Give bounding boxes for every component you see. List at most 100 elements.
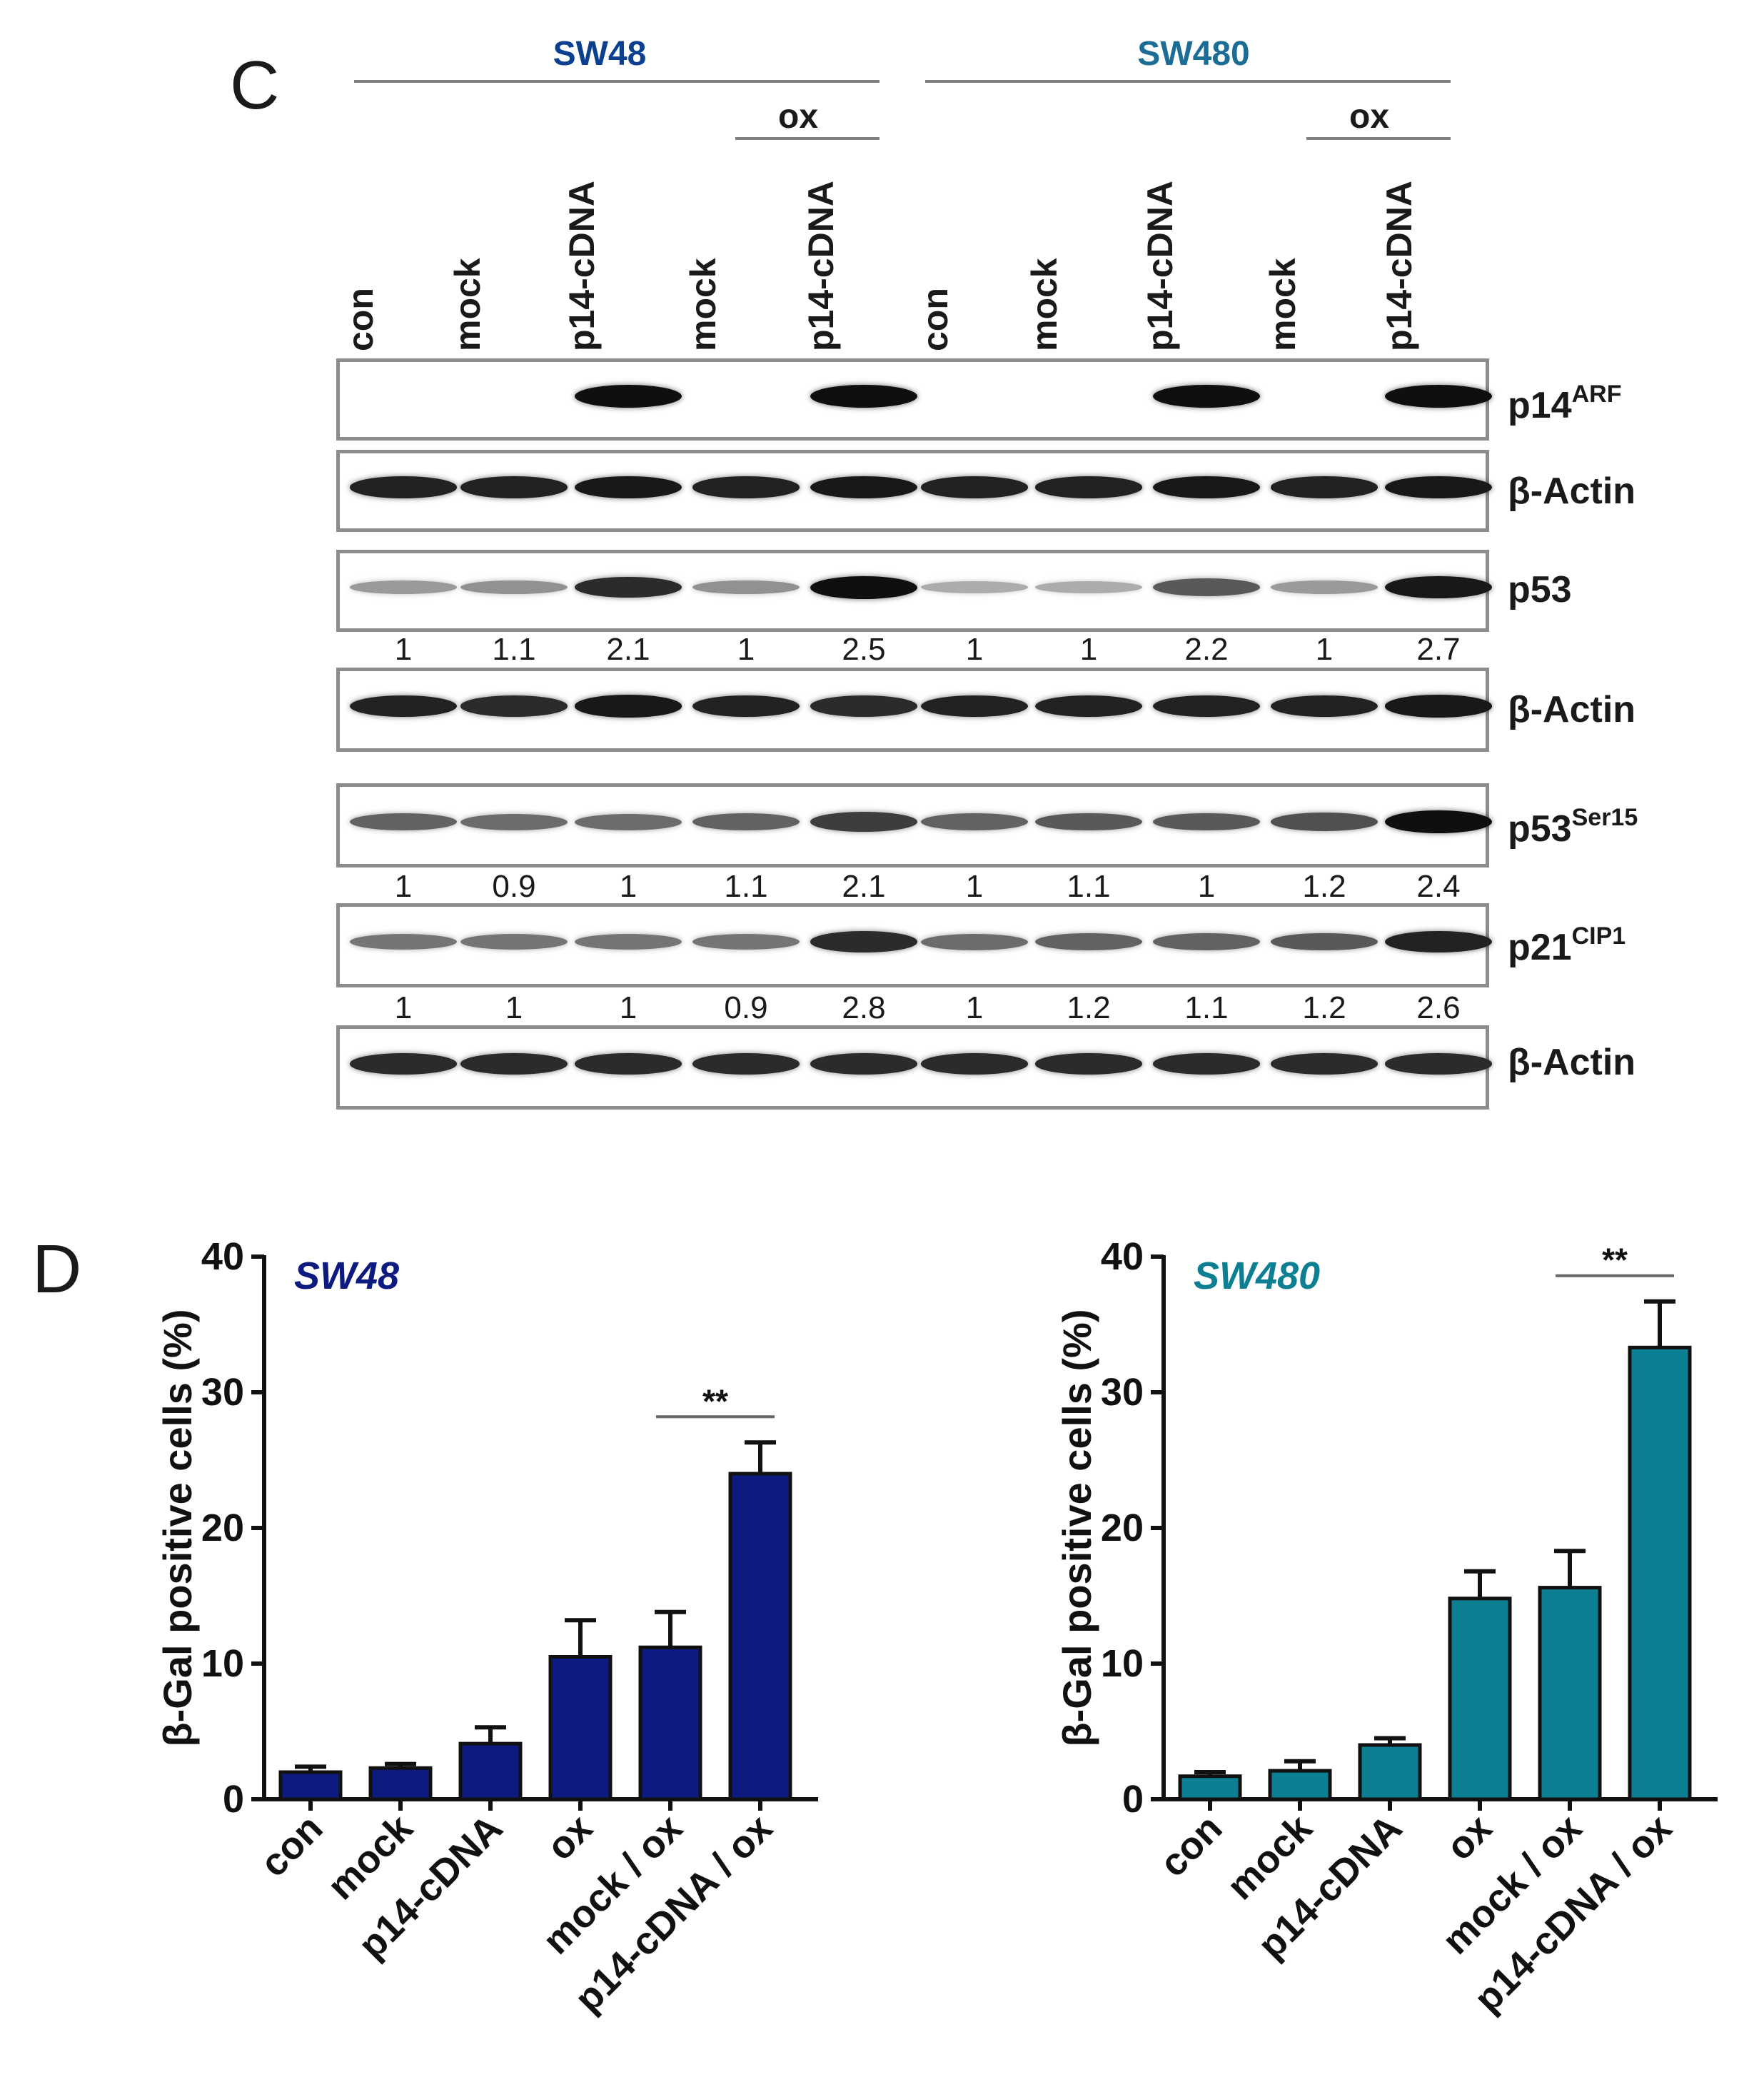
- band-lane-5: [810, 695, 917, 717]
- band-lane-10: [1385, 476, 1492, 499]
- band-lane-5: [810, 1053, 917, 1075]
- y-tick-label: 0: [1122, 1778, 1144, 1821]
- band-lane-8: [1153, 384, 1260, 408]
- y-tick-label: 40: [201, 1235, 244, 1278]
- cell-line-title-sw480: SW480: [1137, 35, 1250, 73]
- bar: [1538, 1586, 1602, 1801]
- quant-value: 1.2: [1302, 869, 1346, 904]
- protein-label-p53: p53: [1508, 569, 1572, 610]
- bar: [638, 1645, 702, 1801]
- quant-value: 1: [619, 869, 637, 904]
- blot-actin-2: [336, 668, 1492, 752]
- quant-value: 1: [965, 632, 984, 667]
- x-tick-label: ox: [538, 1806, 600, 1869]
- bar: [278, 1770, 343, 1801]
- quant-value: 2.1: [842, 869, 886, 904]
- protein-label-actin-1: β-Actin: [1508, 471, 1636, 512]
- ox-line-sw480: [1306, 137, 1451, 140]
- band-lane-10: [1385, 695, 1492, 718]
- quant-value: 1: [737, 632, 755, 667]
- bar: [368, 1766, 433, 1801]
- quant-value: 0.9: [724, 990, 768, 1025]
- band-lane-7: [1035, 581, 1142, 593]
- lane-label: p14-cDNA: [801, 181, 841, 351]
- bar: [1268, 1769, 1332, 1801]
- band-lane-1: [350, 580, 457, 594]
- quant-value: 2.7: [1416, 632, 1461, 667]
- quant-value: 1: [619, 990, 637, 1025]
- ox-label-sw480: ox: [1349, 98, 1390, 136]
- x-tick-label: ox: [1438, 1806, 1500, 1869]
- band-lane-6: [921, 1053, 1028, 1075]
- panel-d-letter: D: [32, 1231, 82, 1307]
- band-lane-7: [1035, 476, 1142, 498]
- blot-actin-1: [336, 450, 1492, 532]
- blot-actin-3: [336, 1025, 1492, 1110]
- band-lane-2: [460, 695, 568, 717]
- band-lane-5: [810, 384, 917, 408]
- quant-value: 1: [505, 990, 523, 1025]
- protein-label-actin-2: β-Actin: [1508, 689, 1636, 730]
- band-lane-4: [692, 813, 800, 830]
- band-lane-7: [1035, 695, 1142, 718]
- blot-p21cip1: [336, 903, 1492, 987]
- band-lane-1: [350, 476, 457, 498]
- band-lane-3: [575, 695, 682, 718]
- band-lane-3: [575, 576, 682, 598]
- band-lane-9: [1271, 476, 1378, 498]
- bar: [1358, 1743, 1422, 1801]
- ox-line-sw48: [735, 137, 880, 140]
- bar: [1628, 1345, 1692, 1801]
- lane-label: mock: [1263, 258, 1303, 351]
- quant-value: 1.1: [1184, 990, 1229, 1025]
- blot-p14arf: [336, 358, 1492, 441]
- ox-label-sw48: ox: [778, 98, 819, 136]
- band-lane-6: [921, 813, 1028, 830]
- cell-line-title-sw48: SW48: [553, 35, 647, 73]
- band-lane-4: [692, 1053, 800, 1075]
- band-lane-3: [575, 1053, 682, 1075]
- bar-chart-sw480: 0 10 20 30 40β-Gal positive cells (%) SW480 co…: [1054, 1235, 1718, 2021]
- band-lane-8: [1153, 933, 1260, 950]
- quant-value: 2.2: [1184, 632, 1229, 667]
- y-axis-label: β-Gal positive cells (%): [155, 1309, 200, 1746]
- significance-label: **: [1602, 1242, 1628, 1279]
- band-lane-10: [1385, 810, 1492, 833]
- band-lane-1: [350, 1053, 457, 1075]
- band-lane-10: [1385, 1053, 1492, 1075]
- band-lane-7: [1035, 933, 1142, 950]
- quant-value: 1: [965, 990, 984, 1025]
- band-lane-8: [1153, 813, 1260, 831]
- quant-value: 1.1: [724, 869, 768, 904]
- lane-label: p14-cDNA: [1379, 181, 1419, 351]
- band-lane-3: [575, 384, 682, 408]
- band-lane-6: [921, 581, 1028, 593]
- band-lane-8: [1153, 695, 1260, 718]
- band-lane-10: [1385, 575, 1492, 599]
- band-lane-6: [921, 476, 1028, 498]
- bar: [548, 1655, 613, 1801]
- band-lane-7: [1035, 1053, 1142, 1075]
- lane-label: con: [915, 288, 955, 351]
- quant-value: 1.2: [1067, 990, 1111, 1025]
- band-lane-2: [460, 813, 568, 830]
- lane-label: p14-cDNA: [562, 181, 602, 351]
- y-tick-label: 0: [223, 1778, 244, 1821]
- bar-chart-sw48: 0 10 20 30 40β-Gal positive cells (%) SW48 con…: [155, 1235, 818, 2021]
- band-lane-5: [810, 931, 917, 952]
- sw480-group-line: [925, 80, 1451, 83]
- y-tick-label: 40: [1101, 1235, 1144, 1278]
- quant-value: 2.1: [606, 632, 650, 667]
- quant-value: 1: [394, 632, 413, 667]
- protein-label-p21cip1: p21CIP1: [1508, 922, 1626, 968]
- blot-p53ser15: [336, 783, 1492, 868]
- band-lane-8: [1153, 578, 1260, 596]
- protein-label-p53ser15: p53Ser15: [1508, 804, 1638, 850]
- quant-value: 0.9: [492, 869, 536, 904]
- chart-title: SW480: [1194, 1254, 1320, 1297]
- lane-label: mock: [448, 258, 488, 351]
- band-lane-1: [350, 813, 457, 830]
- quant-value: 1.1: [492, 632, 536, 667]
- band-lane-1: [350, 933, 457, 950]
- blot-p53: [336, 550, 1492, 632]
